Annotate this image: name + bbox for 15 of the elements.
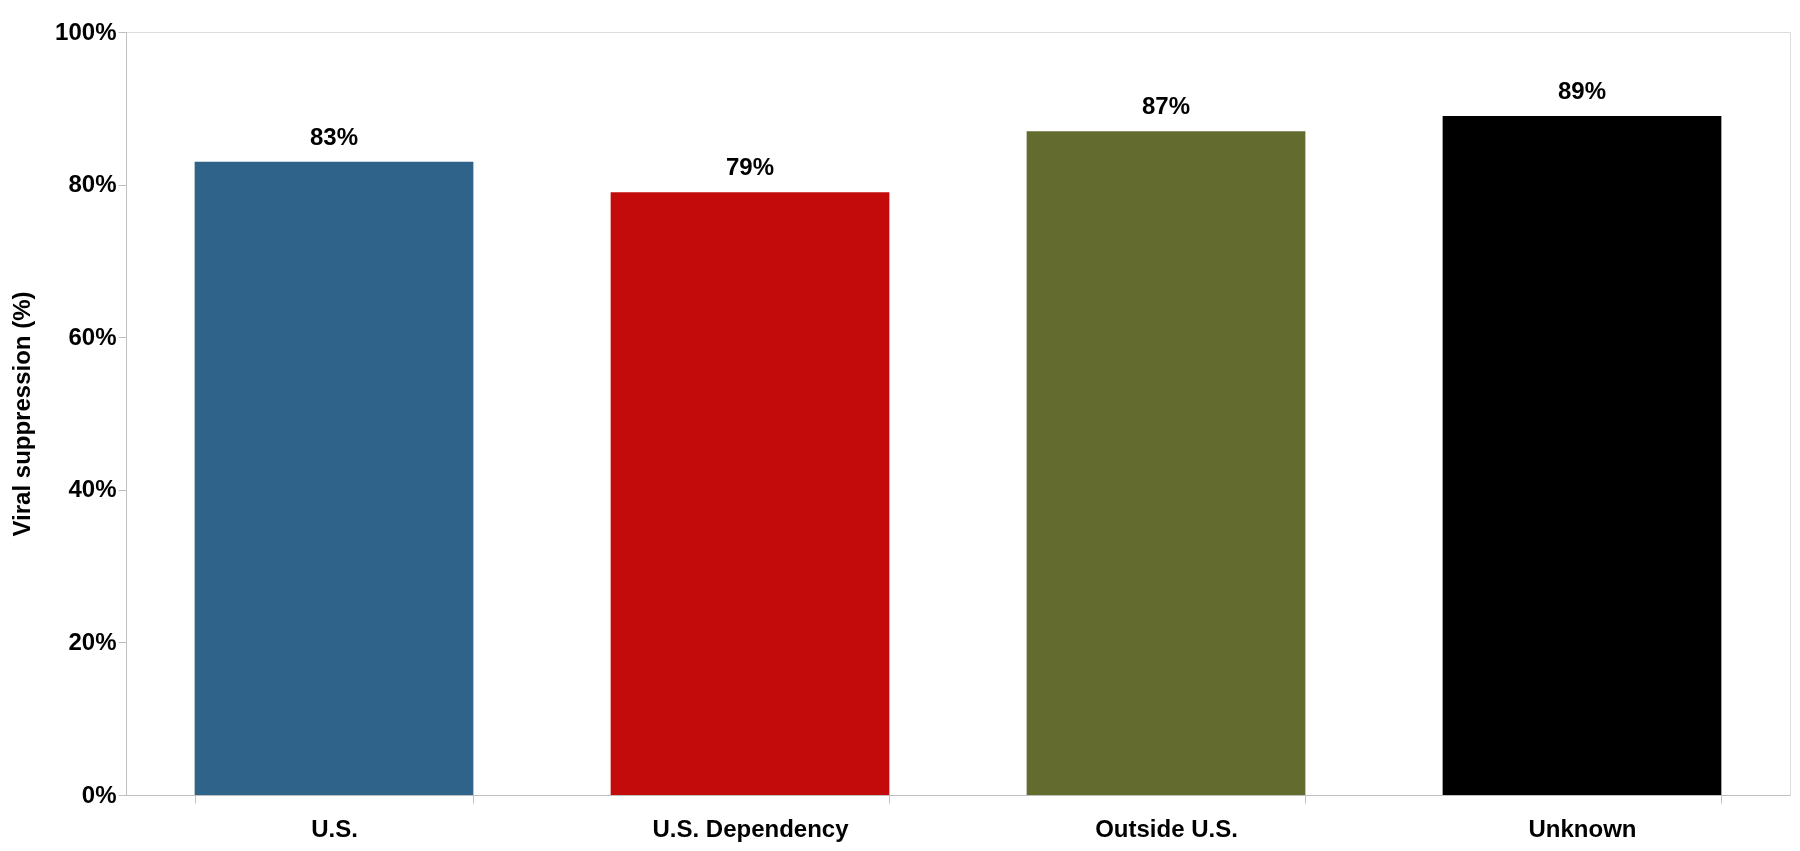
y-tick-label: 60% (68, 322, 117, 350)
y-tick-label: 20% (68, 627, 117, 655)
data-label: 83% (309, 122, 359, 150)
x-tick-label: Unknown (1528, 814, 1637, 842)
data-label: 89% (1557, 76, 1607, 104)
x-tick-label: U.S. Dependency (652, 814, 850, 842)
y-tick-label: 100% (55, 17, 117, 45)
y-tick-label: 0% (81, 780, 117, 808)
x-tick-label: Outside U.S. (1095, 814, 1238, 842)
data-label: 79% (725, 153, 775, 181)
y-tick-label: 80% (68, 170, 117, 198)
x-tick-label: U.S. (311, 814, 358, 842)
data-label: 87% (1141, 92, 1191, 120)
y-tick-label: 40% (68, 475, 117, 503)
y-axis-title: Viral suppression (%) (8, 291, 36, 537)
